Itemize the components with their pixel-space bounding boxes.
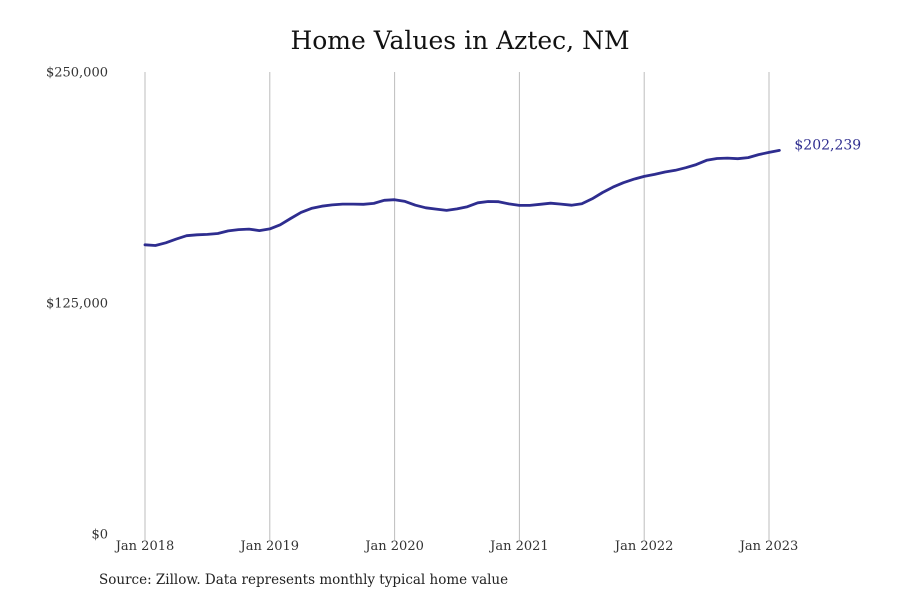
x-tick-label: Jan 2020 — [363, 539, 424, 554]
x-axis-labels: Jan 2018 Jan 2019 Jan 2020 Jan 2021 Jan 2022… — [114, 539, 799, 554]
x-tick-label: Jan 2023 — [738, 539, 799, 554]
series-line — [143, 149, 781, 247]
x-tick-label: Jan 2022 — [613, 539, 674, 554]
gridlines — [144, 72, 770, 540]
chart-title: Home Values in Aztec, NM — [290, 26, 630, 55]
source-note: Source: Zillow. Data represents monthly … — [99, 572, 509, 588]
y-tick-label: $250,000 — [46, 66, 108, 81]
y-axis-labels: $0 $125,000 $250,000 — [46, 66, 108, 543]
series-layer: $202,239 — [143, 137, 861, 247]
y-tick-label: $125,000 — [46, 297, 108, 312]
x-tick-label: Jan 2019 — [239, 539, 300, 554]
y-tick-label: $0 — [91, 528, 108, 543]
x-tick-label: Jan 2018 — [114, 539, 175, 554]
end-value-label: $202,239 — [794, 137, 861, 153]
x-tick-label: Jan 2021 — [488, 539, 549, 554]
